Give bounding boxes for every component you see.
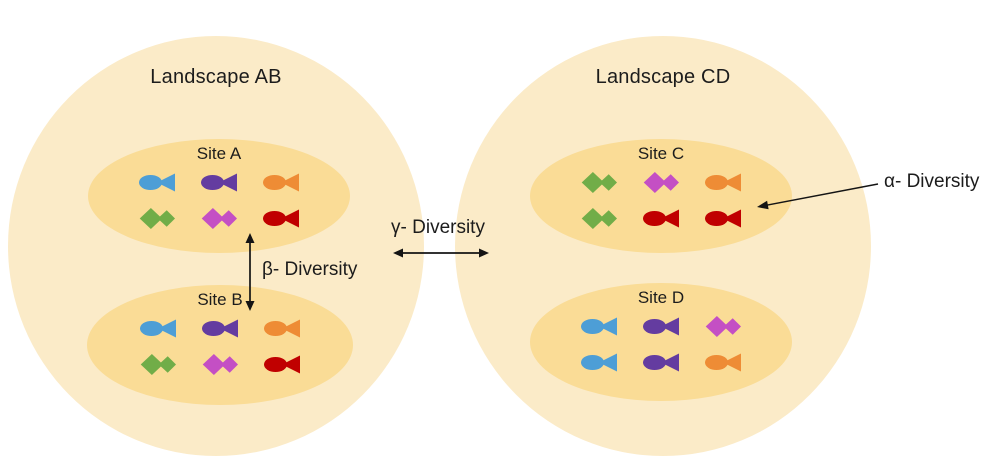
magenta-diamond-fish-icon xyxy=(202,353,238,376)
fish-row xyxy=(140,317,300,340)
site-a-label: Site A xyxy=(196,144,242,163)
fish-row xyxy=(581,315,741,338)
purple-round-fish-icon xyxy=(643,315,679,338)
site-d-ellipse: Site D xyxy=(530,283,792,401)
site-a-ellipse: Site A xyxy=(88,139,350,253)
blue-round-fish-icon xyxy=(139,171,175,194)
orange-round-fish-icon xyxy=(264,317,300,340)
site-c-label: Site C xyxy=(637,144,685,163)
beta-diversity-arrow-icon xyxy=(245,233,255,311)
red-round-fish-icon xyxy=(264,353,300,376)
fish-row xyxy=(139,207,299,230)
blue-round-fish-icon xyxy=(581,351,617,374)
alpha-diversity-label: α- Diversity xyxy=(884,171,980,192)
landscape-ab-ellipse: Landscape AB Site A Site B xyxy=(8,36,424,456)
magenta-diamond-fish-icon xyxy=(705,315,741,338)
beta-diversity-label: β- Diversity xyxy=(262,259,358,280)
purple-round-fish-icon xyxy=(643,351,679,374)
gamma-diversity-arrow-icon xyxy=(393,248,489,258)
fish-row xyxy=(581,171,741,194)
fish-row xyxy=(581,351,741,374)
site-b-ellipse: Site B xyxy=(87,285,353,405)
landscape-cd-ellipse: Landscape CD Site C Site D xyxy=(455,36,871,456)
orange-round-fish-icon xyxy=(263,171,299,194)
fish-row xyxy=(581,207,741,230)
site-c-fish-group xyxy=(581,171,741,230)
blue-round-fish-icon xyxy=(581,315,617,338)
landscape-ab-label: Landscape AB xyxy=(150,66,282,88)
landscape-cd-label: Landscape CD xyxy=(595,66,731,88)
fish-row xyxy=(140,353,300,376)
green-diamond-fish-icon xyxy=(140,353,176,376)
blue-round-fish-icon xyxy=(140,317,176,340)
green-diamond-fish-icon xyxy=(139,207,175,230)
orange-round-fish-icon xyxy=(705,351,741,374)
orange-round-fish-icon xyxy=(705,171,741,194)
red-round-fish-icon xyxy=(263,207,299,230)
purple-round-fish-icon xyxy=(202,317,238,340)
gamma-diversity-label: γ- Diversity xyxy=(391,217,485,238)
site-d-fish-group xyxy=(581,315,741,374)
site-b-fish-group xyxy=(140,317,300,376)
magenta-diamond-fish-icon xyxy=(201,207,237,230)
site-a-fish-group xyxy=(139,171,299,230)
red-round-fish-icon xyxy=(705,207,741,230)
green-diamond-fish-icon xyxy=(581,207,617,230)
purple-round-fish-icon xyxy=(201,171,237,194)
site-d-label: Site D xyxy=(637,288,685,307)
red-round-fish-icon xyxy=(643,207,679,230)
fish-row xyxy=(139,171,299,194)
green-diamond-fish-icon xyxy=(581,171,617,194)
site-b-label: Site B xyxy=(197,290,243,309)
site-c-ellipse: Site C xyxy=(530,139,792,253)
alpha-diversity-arrow-icon xyxy=(757,183,879,210)
magenta-diamond-fish-icon xyxy=(643,171,679,194)
